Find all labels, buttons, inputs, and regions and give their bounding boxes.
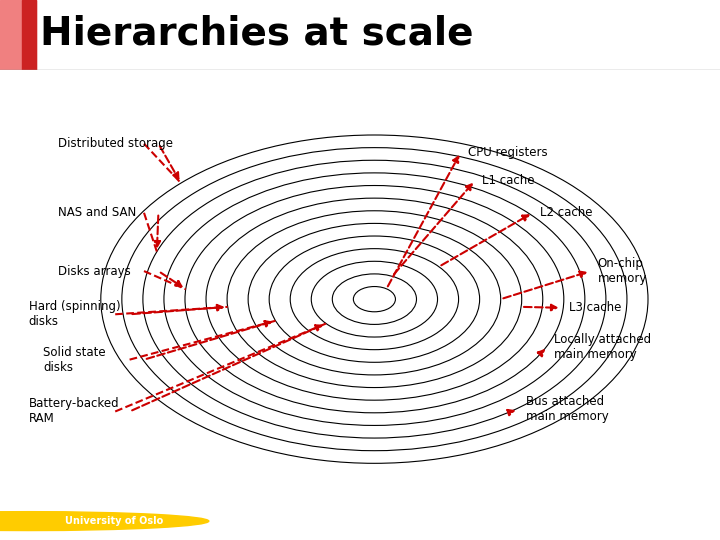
Bar bbox=[22, 0, 36, 70]
Text: Distributed storage: Distributed storage bbox=[58, 137, 173, 150]
Text: Locally attached
main memory: Locally attached main memory bbox=[554, 333, 652, 361]
Text: L3 cache: L3 cache bbox=[569, 301, 621, 314]
Text: Disks arrays: Disks arrays bbox=[58, 265, 130, 278]
Text: Battery-backed
RAM: Battery-backed RAM bbox=[29, 397, 120, 426]
Text: L2 cache: L2 cache bbox=[540, 206, 593, 219]
Text: NAS and SAN: NAS and SAN bbox=[58, 206, 136, 219]
Text: Hierarchies at scale: Hierarchies at scale bbox=[40, 15, 473, 53]
Text: L1 cache: L1 cache bbox=[482, 174, 535, 187]
Circle shape bbox=[0, 512, 209, 530]
Text: Solid state
disks: Solid state disks bbox=[43, 346, 106, 374]
Text: CPU registers: CPU registers bbox=[468, 146, 548, 159]
Text: Hard (spinning)
disks: Hard (spinning) disks bbox=[29, 300, 120, 328]
Text: On-chip
memory: On-chip memory bbox=[598, 257, 647, 285]
Text: INF5063: INF5063 bbox=[340, 516, 380, 526]
Text: University of Oslo: University of Oslo bbox=[65, 516, 163, 526]
Text: [ simula . research laboratory ]: [ simula . research laboratory ] bbox=[562, 516, 713, 526]
Bar bbox=[0, 0, 36, 70]
Text: Bus attached
main memory: Bus attached main memory bbox=[526, 395, 608, 423]
